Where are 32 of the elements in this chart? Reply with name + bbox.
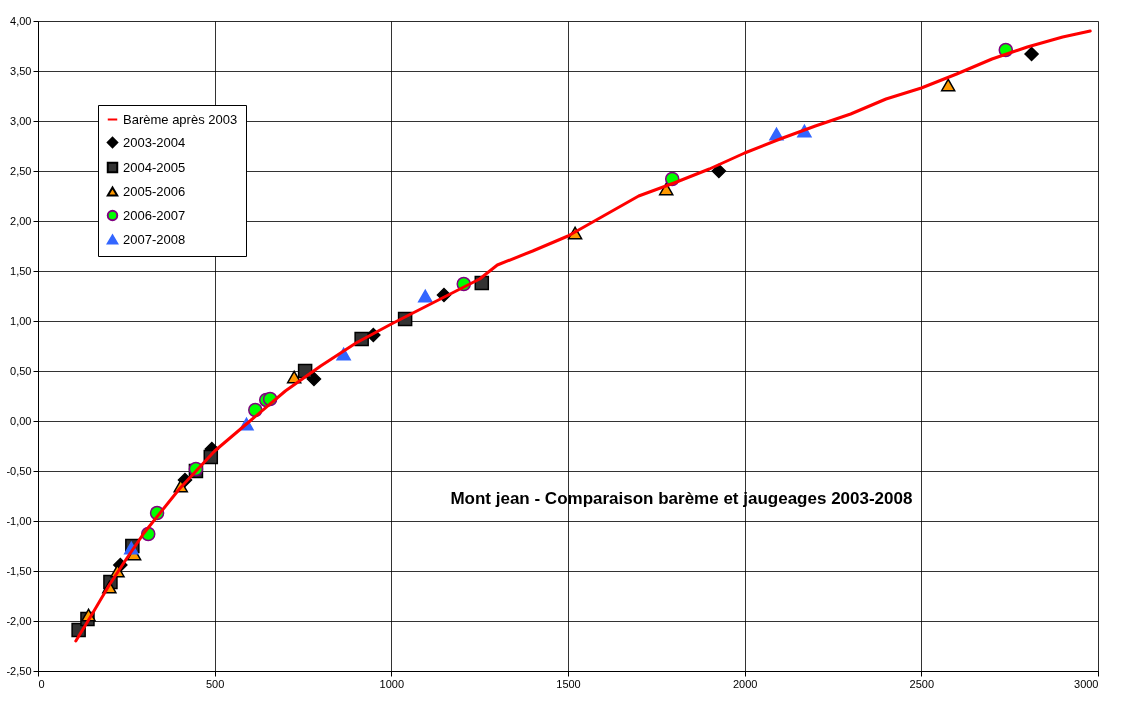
- y-tick-label: -2,50: [6, 664, 32, 677]
- y-tick-label: 0,00: [10, 414, 32, 427]
- x-tick-label: 1000: [379, 677, 405, 690]
- y-tick-label: 3,50: [10, 64, 32, 77]
- x-tick-label: 500: [205, 677, 225, 690]
- y-tick-label: 1,50: [10, 264, 32, 277]
- y-tick-label: 0,50: [10, 364, 32, 377]
- x-tick-label: 2000: [732, 677, 758, 690]
- y-tick-label: 2,00: [10, 214, 32, 227]
- legend-label: 2003-2004: [123, 134, 186, 150]
- line-series: [74, 29, 1092, 643]
- legend-label: 2007-2008: [123, 231, 186, 247]
- y-tick-label: -1,50: [6, 564, 32, 577]
- point: [417, 289, 433, 303]
- x-tick-label: 0: [38, 677, 45, 690]
- legend-label: 2006-2007: [123, 207, 186, 223]
- x-tick-label: 1500: [556, 677, 581, 690]
- x-tick-label: 3000: [1074, 677, 1099, 690]
- point: [1024, 46, 1039, 62]
- point: [711, 163, 727, 179]
- y-tick-label: 3,00: [10, 114, 32, 127]
- y-tick-label: -1,00: [6, 514, 32, 527]
- legend-label: 2004-2005: [123, 159, 186, 175]
- x-tick-label: 2500: [909, 677, 935, 690]
- legend-label: Barème après 2003: [123, 111, 238, 127]
- y-tick-label: 1,00: [10, 314, 32, 327]
- y-tick-label: -2,00: [6, 614, 32, 627]
- y-tick-label: -0,50: [6, 464, 32, 477]
- y-tick-label: 4,00: [10, 14, 32, 27]
- point: [940, 78, 956, 92]
- legend-label: 2005-2006: [123, 183, 186, 199]
- y-tick-label: 2,50: [10, 164, 32, 177]
